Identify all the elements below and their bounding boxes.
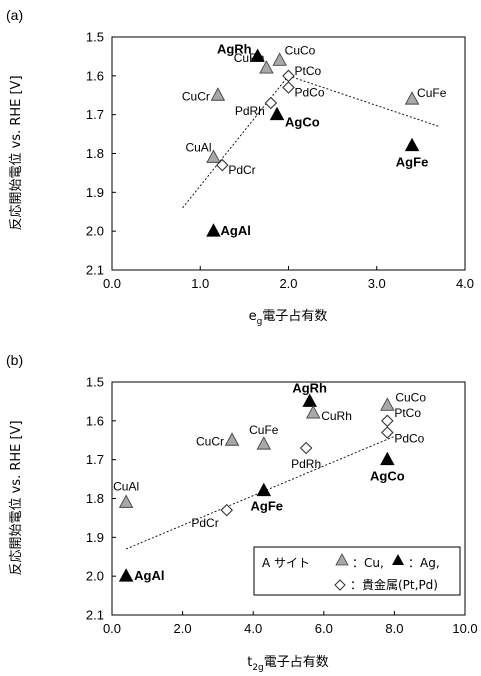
point-agrh-triangle [250, 48, 265, 62]
chart-panel-a: (a) 1.5 1.6 1.7 1.8 1.9 2.0 2.10.0 1.0 2.0 3.0 4.0… [6, 7, 474, 327]
y-tick-label: 1.9 [86, 530, 104, 545]
point-label-cual: CuAl [185, 140, 211, 154]
point-label-pdrh: PdRh [291, 457, 321, 471]
y-tick-label: 1.7 [86, 452, 104, 467]
point-label-pdcr: PdCr [191, 516, 218, 530]
point-label-curh: CuRh [321, 409, 352, 423]
point-cual-triangle [118, 494, 134, 508]
y-tick-label: 1.5 [86, 375, 104, 390]
point-label-pdco: PdCo [295, 85, 325, 99]
y-tick-label: 1.9 [86, 185, 104, 200]
point-label-agco: AgCo [370, 469, 405, 484]
point-cucr-triangle [224, 432, 240, 446]
y-tick-label: 1.8 [86, 491, 104, 506]
point-agfe-triangle [256, 482, 272, 497]
point-cuco-triangle [272, 52, 287, 66]
x-tick-label: 10.0 [452, 621, 477, 636]
point-label-agrh: AgRh [292, 380, 327, 395]
point-agfe-triangle [404, 137, 420, 152]
y-tick-label: 2.1 [86, 263, 104, 278]
x-axis-label-a: eg電子占有数 [249, 309, 328, 327]
y-tick-label: 1.8 [86, 146, 104, 161]
point-label-agfe: AgFe [396, 155, 429, 170]
x-tick-label: 1.0 [191, 276, 209, 291]
legend-black-label: ：Ag, [408, 556, 440, 570]
point-label-agfe: AgFe [251, 499, 284, 514]
point-agco-triangle [380, 451, 395, 466]
x-tick-label: 4.0 [244, 621, 262, 636]
y-tick-label: 1.7 [86, 107, 104, 122]
panel-label-a: (a) [6, 7, 23, 23]
y-axis-label-b: 反応開始電位 vs. RHE [V] [9, 420, 24, 575]
chart-panel-b: (b) 1.5 1.6 1.7 1.8 1.9 2.0 2.10.0 2.0 4.0 6.0 8.0… [6, 352, 478, 673]
point-agco-triangle [269, 106, 285, 121]
point-pdrh-diamond [299, 441, 313, 455]
y-tick-label: 1.6 [86, 68, 104, 83]
y-tick-label: 1.5 [86, 30, 104, 45]
x-tick-label: 0.0 [103, 276, 121, 291]
legend-diamond-label: ：貴金属(Pt,Pd) [350, 577, 438, 592]
point-cufe-triangle [256, 436, 272, 450]
point-label-ptco: PtCo [394, 406, 421, 420]
legend-gray-label: ：Cu, [352, 556, 384, 570]
point-agal-triangle [118, 568, 134, 582]
x-tick-label: 8.0 [385, 621, 403, 636]
y-tick-label: 2.1 [86, 608, 104, 623]
point-label-pdcr: PdCr [228, 163, 255, 177]
x-axis-label-b: t2g電子占有数 [247, 655, 329, 673]
point-curh-triangle [305, 405, 321, 419]
point-label-cufe: CuFe [417, 86, 447, 100]
point-pdcr-diamond [216, 158, 229, 172]
legend-prefix: A サイト [262, 556, 310, 570]
point-curh-triangle [259, 60, 274, 74]
legend-box [253, 546, 461, 596]
x-tick-label: 2.0 [174, 621, 192, 636]
point-label-agrh: AgRh [217, 41, 252, 56]
point-ptco-diamond [282, 69, 295, 83]
point-cufe-triangle [404, 91, 420, 105]
point-label-curh: CuRh [234, 51, 265, 65]
point-cuco-triangle [380, 397, 395, 411]
tick-labels-b: 1.5 1.6 1.7 1.8 1.9 2.0 2.10.0 2.0 4.0 6.0 8.0 10.0 [86, 375, 478, 637]
point-pdrh-diamond [264, 96, 278, 110]
legend: A サイト ：Cu, ：Ag, ：貴金属(Pt,Pd) [253, 546, 461, 596]
legend-gray-triangle-icon [335, 553, 349, 566]
y-tick-label: 1.6 [86, 413, 104, 428]
x-tick-label: 0.0 [103, 621, 121, 636]
point-label-cuco: CuCo [395, 390, 426, 404]
y-tick-label: 2.0 [86, 224, 104, 239]
point-ptco-diamond [381, 414, 394, 428]
data-points-a: AgRh CuCo CuRh PtCo PdCo CuCr PdRh AgCo CuFe AgFe… [182, 41, 447, 238]
x-tick-label: 2.0 [279, 276, 297, 291]
tick-labels-a: 1.5 1.6 1.7 1.8 1.9 2.0 2.10.0 1.0 2.0 3.0 4.0 [86, 30, 474, 292]
x-tick-label: 4.0 [456, 276, 474, 291]
point-pdco-diamond [282, 81, 295, 94]
point-label-pdco: PdCo [394, 431, 424, 445]
point-label-agco: AgCo [285, 115, 320, 130]
panel-label-b: (b) [6, 352, 23, 368]
y-tick-label: 2.0 [86, 569, 104, 584]
point-label-pdrh: PdRh [235, 104, 265, 118]
point-pdco-diamond [381, 426, 394, 439]
point-label-cual: CuAl [113, 479, 139, 493]
point-label-cucr: CuCr [196, 434, 224, 448]
point-pdcr-diamond [220, 503, 234, 517]
point-label-agal: AgAl [220, 223, 250, 238]
point-label-cuco: CuCo [285, 43, 316, 57]
y-axis-label-a: 反応開始電位 vs. RHE [V] [9, 75, 24, 230]
data-points-b: AgRh CuRh CuCo PtCo PdCo CuCr CuFe PdRh AgCo AgFe… [113, 380, 426, 583]
point-cual-triangle [206, 149, 221, 163]
x-tick-label: 3.0 [368, 276, 386, 291]
point-agal-triangle [206, 223, 221, 237]
legend-diamond-icon [334, 579, 346, 591]
legend-black-triangle-icon [392, 554, 404, 565]
point-agrh-triangle [302, 393, 317, 407]
x-tick-label: 6.0 [315, 621, 333, 636]
point-label-cucr: CuCr [182, 89, 210, 103]
point-label-ptco: PtCo [295, 64, 322, 78]
point-label-agal: AgAl [134, 568, 164, 583]
point-cucr-triangle [210, 87, 226, 101]
point-label-cufe: CuFe [249, 423, 279, 437]
